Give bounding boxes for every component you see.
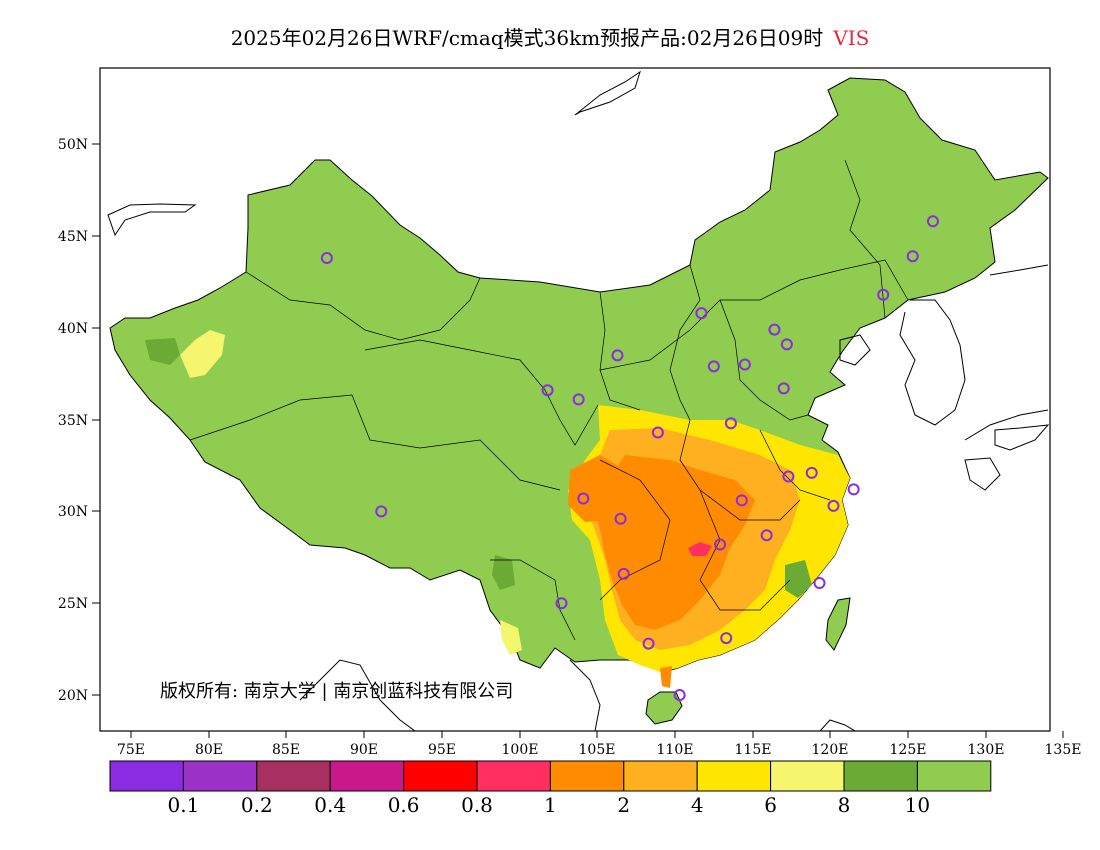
y-tick-label: 20N (58, 688, 88, 704)
station-marker (782, 470, 795, 483)
station-marker (827, 499, 840, 512)
station-marker (724, 417, 737, 430)
station-marker (735, 494, 748, 507)
station-marker (614, 512, 627, 525)
map-title: 2025年02月26日WRF/cmaq模式36km预报产品:02月26日09时 V… (0, 22, 1100, 51)
x-tick-label: 105E (579, 742, 616, 758)
station-marker (760, 529, 773, 542)
fujian-darkgreen-patch (785, 560, 812, 598)
station-marker (320, 252, 333, 265)
title-text: 2025年02月26日WRF/cmaq模式36km预报产品:02月26日09时 (230, 26, 824, 50)
station-marker (714, 538, 727, 551)
station-marker (642, 637, 655, 650)
colorbar-swatch (256, 760, 331, 792)
orange-hainan-strait (660, 666, 672, 688)
copyright-text: 版权所有: 南京大学 | 南京创蓝科技有限公司 (160, 681, 513, 702)
map-frame (99, 67, 1051, 732)
station-marker (926, 215, 939, 228)
x-tick-label: 130E (968, 742, 1005, 758)
colorbar-swatch (770, 760, 845, 792)
province-boundaries (189, 159, 909, 641)
colorbar-label: 1 (544, 793, 557, 817)
station-marker (847, 483, 860, 496)
hainan-island (645, 691, 683, 725)
station-marker (617, 567, 630, 580)
colorbar-label: 0.1 (167, 793, 199, 817)
colorbar-swatch (329, 760, 405, 792)
colorbar-label: 2 (617, 793, 630, 817)
x-tick-label: 110E (657, 742, 694, 758)
y-tick-label: 30N (58, 504, 88, 520)
colorbar-swatch (843, 760, 918, 792)
station-marker (673, 689, 686, 701)
colorbar-label: 0.8 (461, 793, 493, 817)
colorbar-swatch (549, 760, 625, 792)
y-tick-label: 40N (58, 321, 88, 337)
x-axis-ticks: 75E 80E 85E 90E 95E 100E 105E 110E 115E 120E 125E 1… (117, 731, 1082, 758)
station-marker (738, 358, 751, 371)
yunnan-darkgreen-patch (492, 555, 515, 590)
yunnan-yellow-patch (500, 620, 522, 655)
orange-haze-region (595, 455, 755, 630)
station-marker (611, 349, 624, 362)
x-tick-label: 125E (890, 742, 927, 758)
station-marker (707, 360, 720, 373)
x-tick-label: 120E (812, 742, 849, 758)
y-tick-label: 50N (58, 137, 88, 153)
station-marker (877, 288, 890, 301)
x-tick-label: 95E (428, 742, 456, 758)
x-tick-label: 75E (117, 742, 145, 758)
colorbar-label: 10 (905, 793, 930, 817)
colorbar-swatch (476, 760, 551, 792)
colorbar: 0.1 0.2 0.4 0.6 0.8 1 2 4 6 8 10 (109, 760, 992, 817)
station-marker (906, 250, 919, 263)
map-area: 版权所有: 南京大学 | 南京创蓝科技有限公司 (107, 70, 1050, 731)
xinjiang-darkgreen-patch (145, 338, 180, 365)
orange-sichuan-patch (568, 455, 630, 522)
station-marker (695, 307, 708, 320)
x-tick-label: 135E (1045, 742, 1082, 758)
station-marker (813, 577, 826, 590)
y-tick-label: 25N (58, 596, 88, 612)
title-variable: VIS (833, 26, 870, 50)
colorbar-swatch (623, 760, 698, 792)
y-tick-label: 45N (58, 229, 88, 245)
colorbar-label: 0.6 (388, 793, 420, 817)
station-marker (720, 632, 733, 645)
x-tick-label: 80E (195, 742, 223, 758)
station-marker (780, 338, 793, 351)
station-marker (768, 323, 781, 336)
colorbar-label: 4 (691, 793, 704, 817)
neighbour-outlines (107, 70, 1050, 731)
colorbar-label: 6 (764, 793, 777, 817)
colorbar-label: 8 (838, 793, 851, 817)
station-marker (651, 426, 664, 439)
x-tick-label: 100E (502, 742, 539, 758)
magenta-low-vis-patch (688, 542, 712, 556)
colorbar-label: 0.2 (241, 793, 273, 817)
station-marker (572, 393, 585, 406)
station-markers (320, 215, 939, 701)
colorbar-swatch (916, 760, 992, 792)
station-marker (577, 492, 590, 505)
x-tick-label: 90E (350, 742, 378, 758)
station-marker (541, 384, 554, 397)
y-axis-ticks: 20N 25N 30N 35N 40N 45N 50N (58, 137, 100, 704)
colorbar-swatch (696, 760, 772, 792)
y-tick-label: 35N (58, 413, 88, 429)
station-marker (805, 466, 818, 479)
china-landmass (109, 77, 1049, 673)
x-tick-label: 85E (272, 742, 300, 758)
colorbar-label: 0.4 (314, 793, 346, 817)
x-tick-label: 115E (735, 742, 772, 758)
station-marker (555, 597, 568, 610)
station-marker (375, 505, 388, 518)
colorbar-swatch (109, 760, 184, 792)
station-marker (777, 382, 790, 395)
colorbar-swatch (403, 760, 478, 792)
taiwan-island (825, 597, 851, 651)
colorbar-swatch (182, 760, 258, 792)
xinjiang-yellow-patch (180, 330, 225, 378)
